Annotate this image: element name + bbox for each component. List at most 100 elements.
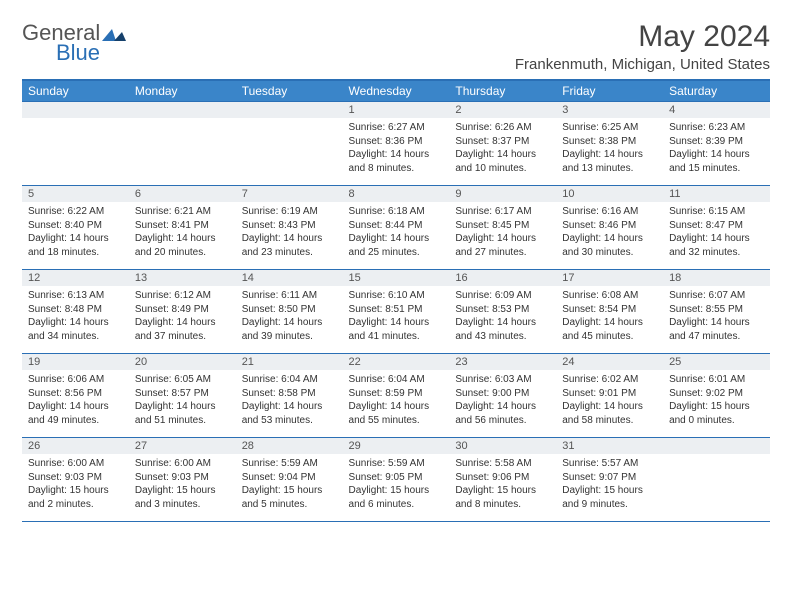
calendar-head: SundayMondayTuesdayWednesdayThursdayFrid… — [22, 81, 770, 102]
calendar-cell: 23Sunrise: 6:03 AMSunset: 9:00 PMDayligh… — [449, 354, 556, 438]
day-number: 1 — [343, 102, 450, 118]
day-info: Sunrise: 6:12 AMSunset: 8:49 PMDaylight:… — [129, 286, 236, 347]
day-number: 28 — [236, 438, 343, 454]
day-info: Sunrise: 6:00 AMSunset: 9:03 PMDaylight:… — [129, 454, 236, 515]
brand-part2: Blue — [22, 40, 100, 66]
calendar-cell: 9Sunrise: 6:17 AMSunset: 8:45 PMDaylight… — [449, 186, 556, 270]
calendar-cell: 26Sunrise: 6:00 AMSunset: 9:03 PMDayligh… — [22, 438, 129, 522]
day-header: Sunday — [22, 81, 129, 102]
calendar-row: 26Sunrise: 6:00 AMSunset: 9:03 PMDayligh… — [22, 438, 770, 522]
calendar-row: 5Sunrise: 6:22 AMSunset: 8:40 PMDaylight… — [22, 186, 770, 270]
page-header: GeneralBlue May 2024 Frankenmuth, Michig… — [22, 20, 770, 73]
day-info: Sunrise: 6:10 AMSunset: 8:51 PMDaylight:… — [343, 286, 450, 347]
title-block: May 2024 Frankenmuth, Michigan, United S… — [515, 20, 770, 73]
day-info: Sunrise: 6:09 AMSunset: 8:53 PMDaylight:… — [449, 286, 556, 347]
day-header: Tuesday — [236, 81, 343, 102]
calendar-cell: 19Sunrise: 6:06 AMSunset: 8:56 PMDayligh… — [22, 354, 129, 438]
day-header: Friday — [556, 81, 663, 102]
day-number: 10 — [556, 186, 663, 202]
day-header: Monday — [129, 81, 236, 102]
month-title: May 2024 — [515, 20, 770, 54]
day-number: 19 — [22, 354, 129, 370]
brand-logo: GeneralBlue — [22, 20, 128, 66]
calendar-cell: 1Sunrise: 6:27 AMSunset: 8:36 PMDaylight… — [343, 102, 450, 186]
day-info: Sunrise: 6:04 AMSunset: 8:58 PMDaylight:… — [236, 370, 343, 431]
calendar-cell-empty — [129, 102, 236, 186]
day-number: 4 — [663, 102, 770, 118]
day-number: 11 — [663, 186, 770, 202]
day-number: 29 — [343, 438, 450, 454]
day-info: Sunrise: 6:17 AMSunset: 8:45 PMDaylight:… — [449, 202, 556, 263]
day-info: Sunrise: 6:27 AMSunset: 8:36 PMDaylight:… — [343, 118, 450, 179]
day-info: Sunrise: 6:22 AMSunset: 8:40 PMDaylight:… — [22, 202, 129, 263]
day-number: 24 — [556, 354, 663, 370]
day-info: Sunrise: 6:21 AMSunset: 8:41 PMDaylight:… — [129, 202, 236, 263]
day-info: Sunrise: 6:01 AMSunset: 9:02 PMDaylight:… — [663, 370, 770, 431]
day-number: 30 — [449, 438, 556, 454]
day-info: Sunrise: 6:11 AMSunset: 8:50 PMDaylight:… — [236, 286, 343, 347]
day-info: Sunrise: 6:16 AMSunset: 8:46 PMDaylight:… — [556, 202, 663, 263]
location-text: Frankenmuth, Michigan, United States — [515, 56, 770, 73]
day-number: 23 — [449, 354, 556, 370]
calendar-cell: 21Sunrise: 6:04 AMSunset: 8:58 PMDayligh… — [236, 354, 343, 438]
day-number: 25 — [663, 354, 770, 370]
day-info: Sunrise: 6:26 AMSunset: 8:37 PMDaylight:… — [449, 118, 556, 179]
day-info: Sunrise: 6:06 AMSunset: 8:56 PMDaylight:… — [22, 370, 129, 431]
day-number: 5 — [22, 186, 129, 202]
calendar-row: 19Sunrise: 6:06 AMSunset: 8:56 PMDayligh… — [22, 354, 770, 438]
day-number: 21 — [236, 354, 343, 370]
day-info: Sunrise: 5:59 AMSunset: 9:04 PMDaylight:… — [236, 454, 343, 515]
calendar-table: SundayMondayTuesdayWednesdayThursdayFrid… — [22, 81, 770, 522]
day-info: Sunrise: 6:05 AMSunset: 8:57 PMDaylight:… — [129, 370, 236, 431]
day-number: 9 — [449, 186, 556, 202]
day-info: Sunrise: 6:13 AMSunset: 8:48 PMDaylight:… — [22, 286, 129, 347]
calendar-cell: 20Sunrise: 6:05 AMSunset: 8:57 PMDayligh… — [129, 354, 236, 438]
day-info: Sunrise: 6:04 AMSunset: 8:59 PMDaylight:… — [343, 370, 450, 431]
day-info: Sunrise: 6:25 AMSunset: 8:38 PMDaylight:… — [556, 118, 663, 179]
day-number: 7 — [236, 186, 343, 202]
calendar-row: 1Sunrise: 6:27 AMSunset: 8:36 PMDaylight… — [22, 102, 770, 186]
calendar-cell: 4Sunrise: 6:23 AMSunset: 8:39 PMDaylight… — [663, 102, 770, 186]
day-number: 16 — [449, 270, 556, 286]
day-header: Saturday — [663, 81, 770, 102]
day-info: Sunrise: 5:58 AMSunset: 9:06 PMDaylight:… — [449, 454, 556, 515]
day-info: Sunrise: 6:19 AMSunset: 8:43 PMDaylight:… — [236, 202, 343, 263]
day-number: 13 — [129, 270, 236, 286]
calendar-cell: 5Sunrise: 6:22 AMSunset: 8:40 PMDaylight… — [22, 186, 129, 270]
day-number: 3 — [556, 102, 663, 118]
calendar-cell: 25Sunrise: 6:01 AMSunset: 9:02 PMDayligh… — [663, 354, 770, 438]
calendar-cell: 29Sunrise: 5:59 AMSunset: 9:05 PMDayligh… — [343, 438, 450, 522]
day-info: Sunrise: 6:15 AMSunset: 8:47 PMDaylight:… — [663, 202, 770, 263]
calendar-cell: 16Sunrise: 6:09 AMSunset: 8:53 PMDayligh… — [449, 270, 556, 354]
day-number: 27 — [129, 438, 236, 454]
day-info: Sunrise: 5:59 AMSunset: 9:05 PMDaylight:… — [343, 454, 450, 515]
day-info: Sunrise: 6:03 AMSunset: 9:00 PMDaylight:… — [449, 370, 556, 431]
day-number: 22 — [343, 354, 450, 370]
day-info: Sunrise: 5:57 AMSunset: 9:07 PMDaylight:… — [556, 454, 663, 515]
day-number: 15 — [343, 270, 450, 286]
calendar-cell: 6Sunrise: 6:21 AMSunset: 8:41 PMDaylight… — [129, 186, 236, 270]
calendar-body: 1Sunrise: 6:27 AMSunset: 8:36 PMDaylight… — [22, 102, 770, 522]
calendar-cell: 11Sunrise: 6:15 AMSunset: 8:47 PMDayligh… — [663, 186, 770, 270]
day-number: 17 — [556, 270, 663, 286]
day-info: Sunrise: 6:23 AMSunset: 8:39 PMDaylight:… — [663, 118, 770, 179]
day-info: Sunrise: 6:18 AMSunset: 8:44 PMDaylight:… — [343, 202, 450, 263]
calendar-cell: 18Sunrise: 6:07 AMSunset: 8:55 PMDayligh… — [663, 270, 770, 354]
calendar-row: 12Sunrise: 6:13 AMSunset: 8:48 PMDayligh… — [22, 270, 770, 354]
day-info: Sunrise: 6:00 AMSunset: 9:03 PMDaylight:… — [22, 454, 129, 515]
day-info: Sunrise: 6:02 AMSunset: 9:01 PMDaylight:… — [556, 370, 663, 431]
day-number: 20 — [129, 354, 236, 370]
day-number: 26 — [22, 438, 129, 454]
calendar-cell: 28Sunrise: 5:59 AMSunset: 9:04 PMDayligh… — [236, 438, 343, 522]
day-header: Wednesday — [343, 81, 450, 102]
calendar-cell: 15Sunrise: 6:10 AMSunset: 8:51 PMDayligh… — [343, 270, 450, 354]
day-info: Sunrise: 6:08 AMSunset: 8:54 PMDaylight:… — [556, 286, 663, 347]
day-number: 8 — [343, 186, 450, 202]
calendar-cell: 24Sunrise: 6:02 AMSunset: 9:01 PMDayligh… — [556, 354, 663, 438]
day-number: 2 — [449, 102, 556, 118]
calendar-cell: 30Sunrise: 5:58 AMSunset: 9:06 PMDayligh… — [449, 438, 556, 522]
calendar-cell-empty — [22, 102, 129, 186]
day-number: 6 — [129, 186, 236, 202]
calendar-cell: 27Sunrise: 6:00 AMSunset: 9:03 PMDayligh… — [129, 438, 236, 522]
day-header: Thursday — [449, 81, 556, 102]
